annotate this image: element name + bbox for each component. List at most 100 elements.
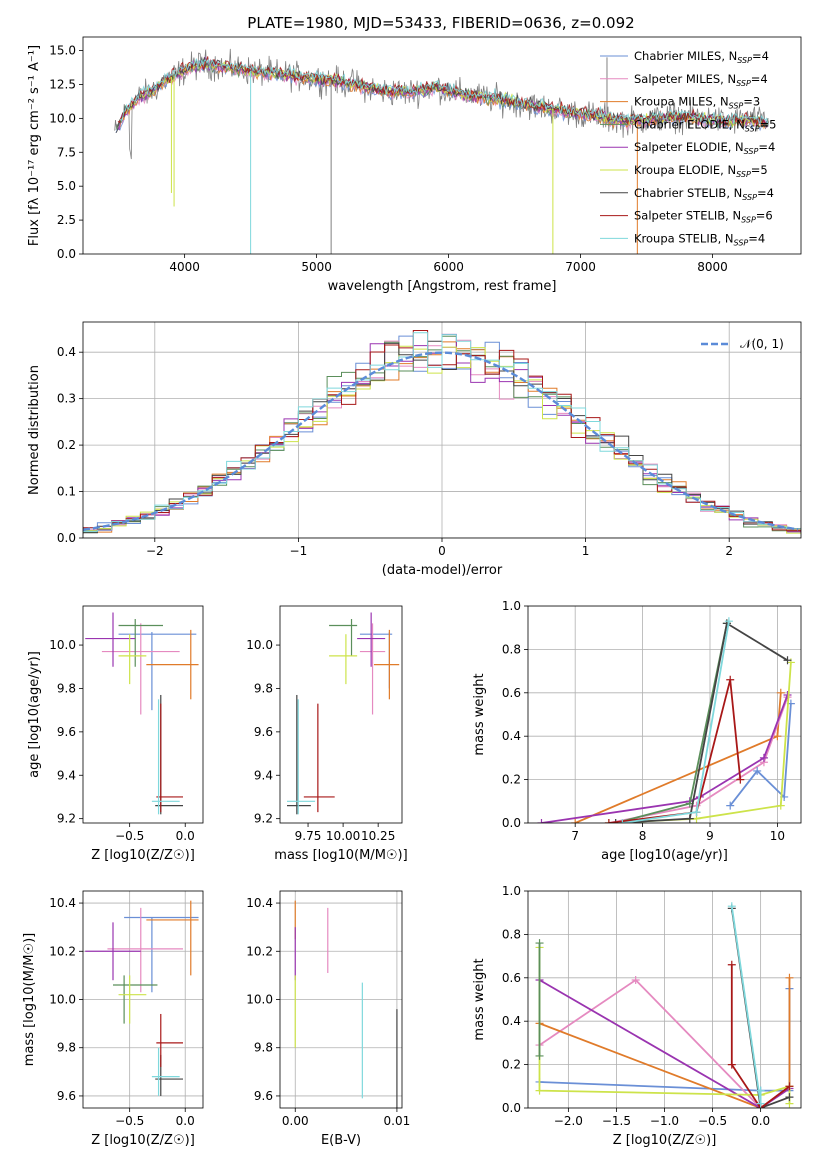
plot-area bbox=[528, 891, 801, 1108]
y-tick-label: 9.8 bbox=[254, 1041, 273, 1055]
x-tick-label: 10.00 bbox=[326, 829, 360, 843]
y-tick-label: 0.6 bbox=[502, 686, 521, 700]
plot-area bbox=[280, 891, 402, 1108]
x-tick-label: 0 bbox=[438, 544, 446, 558]
axes-residuals: −2 −1 0 1 2 0.0 0.1 0.2 0.3 0.4 (data-model)/error… bbox=[27, 321, 802, 578]
weight-marker-kroupa_miles bbox=[571, 819, 580, 823]
y-tick-label: 0.4 bbox=[502, 729, 521, 743]
y-tick-label: 0.3 bbox=[57, 392, 76, 406]
weight-line-kroupa_stelib bbox=[730, 906, 762, 1104]
axes-frame bbox=[527, 605, 802, 824]
y-tick-label: 7.5 bbox=[57, 145, 76, 159]
x-tick-label: 8000 bbox=[697, 260, 728, 274]
weight-marker-chabrier_miles bbox=[753, 766, 762, 775]
axes-spectrum: 4000 5000 6000 7000 8000 0.0 2.5 5.0 7.5 10.0 12.5… bbox=[27, 36, 802, 294]
axes-weight_vs_age: 7 8 9 10 0.0 0.2 0.4 0.6 0.8 1.0 age [log10(age/yr… bbox=[472, 599, 802, 863]
y-tick-label: 9.8 bbox=[57, 681, 76, 695]
x-tick-label: 6000 bbox=[433, 260, 464, 274]
y-tick-label: 15.0 bbox=[49, 44, 76, 58]
y-tick-label: 1.0 bbox=[502, 884, 521, 898]
x-tick-label: 9 bbox=[706, 829, 714, 843]
y-tick-label: 9.4 bbox=[57, 768, 76, 782]
x-tick-label: 1 bbox=[582, 544, 590, 558]
x-tick-label: −1.0 bbox=[650, 1114, 679, 1128]
axes-frame bbox=[82, 890, 204, 1109]
model-spectrum-kroupa_stelib bbox=[119, 58, 769, 125]
weight-marker-kroupa_stelib bbox=[724, 617, 733, 626]
y-tick-label: 10.0 bbox=[49, 638, 76, 652]
y-axis-label: age [log10(age/yr)] bbox=[27, 651, 42, 778]
legend-entry: 𝒩(0, 1) bbox=[740, 337, 784, 351]
x-axis-label: mass [log10(M/M☉)] bbox=[274, 848, 407, 863]
y-tick-label: 10.2 bbox=[246, 944, 273, 958]
x-axis-label: E(B-V) bbox=[321, 1133, 361, 1148]
y-tick-label: 10.0 bbox=[49, 993, 76, 1007]
axes-frame bbox=[82, 321, 802, 539]
y-tick-label: 10.2 bbox=[49, 944, 76, 958]
weight-line-salpeter_elodie bbox=[541, 694, 789, 823]
y-tick-label: 0.0 bbox=[502, 816, 521, 830]
weight-marker-salpeter_stelib bbox=[726, 675, 735, 684]
histogram-kroupa_stelib bbox=[83, 332, 801, 533]
weight-marker-kroupa_elodie bbox=[776, 801, 785, 810]
legend-entry: Chabrier MILES, NSSP=4 bbox=[634, 49, 769, 65]
chart-title: PLATE=1980, MJD=53433, FIBERID=0636, z=0… bbox=[247, 14, 634, 32]
y-tick-label: 12.5 bbox=[49, 77, 76, 91]
plot-area bbox=[83, 891, 203, 1108]
x-tick-label: 9.75 bbox=[295, 829, 322, 843]
x-tick-label: 0.0 bbox=[176, 1114, 195, 1128]
axes-frame bbox=[279, 890, 403, 1109]
weight-marker-kroupa_stelib bbox=[727, 902, 736, 911]
axes-age_vs_mass: 9.75 10.00 10.25 9.2 9.4 9.6 9.8 10.0 mass [log1… bbox=[246, 605, 408, 863]
x-tick-label: 0.0 bbox=[751, 1114, 770, 1128]
weight-marker-chabrier_elodie bbox=[535, 939, 544, 948]
x-tick-label: −2 bbox=[146, 544, 164, 558]
plot-area bbox=[85, 612, 199, 815]
y-tick-label: 0.0 bbox=[57, 531, 76, 545]
weight-marker-chabrier_miles bbox=[726, 801, 735, 810]
x-tick-label: 10.25 bbox=[361, 829, 395, 843]
plot-area bbox=[83, 322, 801, 538]
weight-marker-salpeter_miles bbox=[631, 975, 640, 984]
x-tick-label: 4000 bbox=[169, 260, 200, 274]
weight-marker-kroupa_stelib bbox=[692, 808, 701, 817]
y-tick-label: 10.0 bbox=[246, 638, 273, 652]
x-axis-label: Z [log10(Z/Z☉)] bbox=[613, 1133, 717, 1148]
weight-marker-kroupa_stelib bbox=[756, 1086, 765, 1095]
x-tick-label: −0.5 bbox=[115, 1114, 144, 1128]
x-tick-label: 2 bbox=[725, 544, 733, 558]
y-tick-label: 9.8 bbox=[57, 1041, 76, 1055]
weight-marker-kroupa_miles bbox=[773, 732, 782, 741]
x-tick-label: 8 bbox=[639, 829, 647, 843]
x-axis-label: (data-model)/error bbox=[382, 563, 503, 578]
axes-frame bbox=[82, 605, 204, 824]
x-tick-label: −2.0 bbox=[554, 1114, 583, 1128]
legend-entry: Chabrier STELIB, NSSP=4 bbox=[634, 186, 774, 202]
legend-entry: Kroupa MILES, NSSP=3 bbox=[634, 95, 760, 111]
y-tick-label: 2.5 bbox=[57, 213, 76, 227]
y-tick-label: 0.4 bbox=[502, 1014, 521, 1028]
y-tick-label: 10.4 bbox=[246, 896, 273, 910]
gaussian-curve bbox=[83, 351, 799, 532]
legend-entry: Chabrier ELODIE, NSSP=5 bbox=[634, 117, 776, 133]
x-tick-label: −0.5 bbox=[115, 829, 144, 843]
weight-line-chabrier_stelib bbox=[615, 621, 788, 823]
weight-marker-salpeter_elodie bbox=[537, 819, 546, 823]
weight-marker-kroupa_elodie bbox=[535, 1086, 544, 1095]
weight-marker-chabrier_stelib bbox=[611, 819, 620, 823]
y-tick-label: 5.0 bbox=[57, 179, 76, 193]
y-tick-label: 0.2 bbox=[502, 773, 521, 787]
x-tick-label: 0.0 bbox=[176, 829, 195, 843]
weight-marker-chabrier_stelib bbox=[783, 656, 792, 665]
weight-marker-chabrier_elodie bbox=[535, 1051, 544, 1060]
weight-marker-salpeter_stelib bbox=[727, 1060, 736, 1069]
weight-marker-chabrier_stelib bbox=[785, 1093, 794, 1102]
y-tick-label: 9.6 bbox=[57, 725, 76, 739]
axes-frame bbox=[82, 36, 802, 255]
axes-weight_vs_Z: −2.0 −1.5 −1.0 −0.5 0.0 0.0 0.2 0.4 0.6 0.8 1.0 Z [… bbox=[472, 884, 802, 1148]
y-tick-label: 9.6 bbox=[57, 1089, 76, 1103]
legend-entry: Salpeter MILES, NSSP=4 bbox=[634, 72, 768, 88]
y-tick-label: 9.8 bbox=[254, 681, 273, 695]
y-tick-label: 9.6 bbox=[254, 1089, 273, 1103]
